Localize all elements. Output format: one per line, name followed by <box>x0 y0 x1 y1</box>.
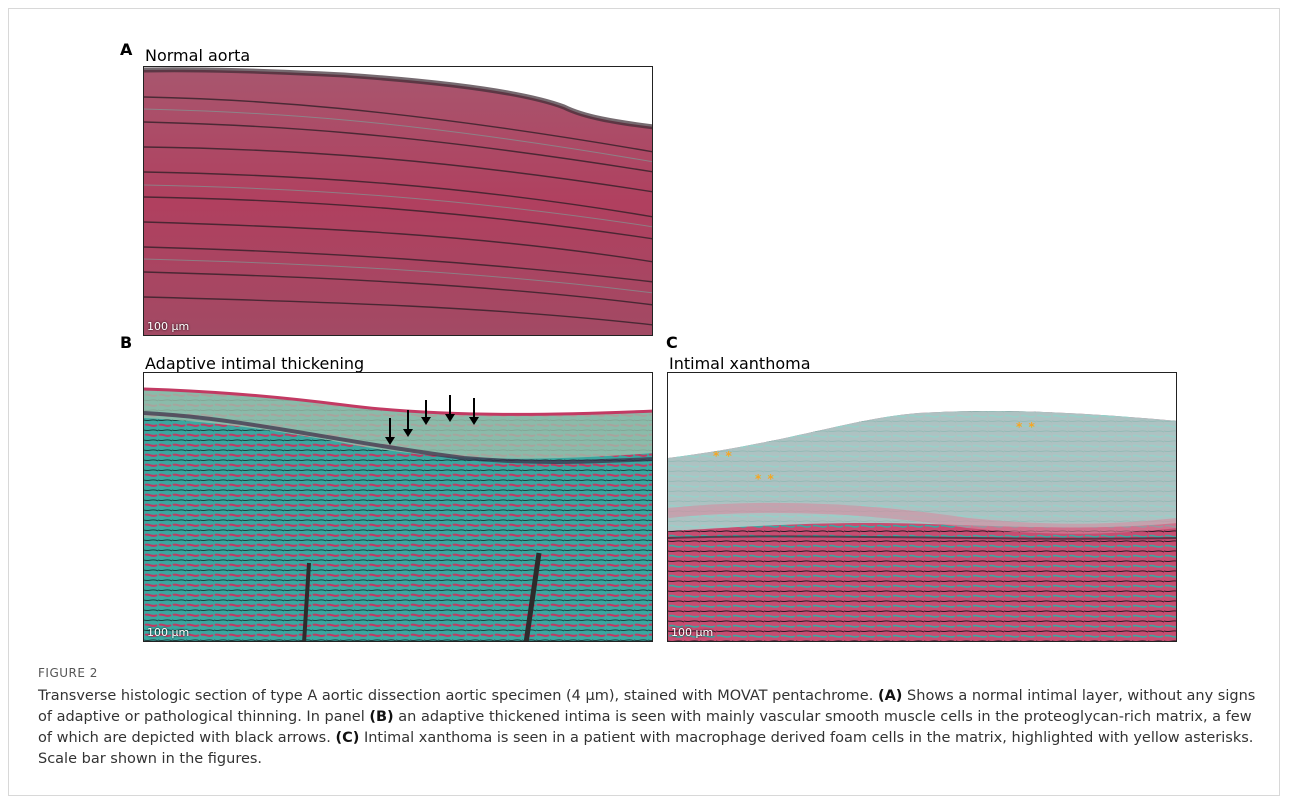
caption-ref-b: (B) <box>369 709 394 725</box>
panel-c-image: 100 µm <box>667 372 1177 642</box>
adaptive-intimal-thickening-micrograph <box>144 373 652 641</box>
caption-part-4: Intimal xanthoma is seen in a patient wi… <box>38 730 1254 767</box>
panel-c-title: Intimal xanthoma <box>669 354 811 373</box>
smooth-muscle-arrow-5 <box>469 398 479 425</box>
smooth-muscle-arrow-1 <box>385 418 395 445</box>
panel-c-letter: C <box>666 333 678 352</box>
foam-cell-asterisk-2: * * <box>755 472 775 486</box>
foam-cell-asterisk-1: * * <box>713 449 733 463</box>
panel-b-letter: B <box>120 333 133 352</box>
panel-a-letter: A <box>120 40 133 59</box>
panel-a-scale-bar: 100 µm <box>147 320 190 333</box>
intimal-xanthoma-micrograph <box>668 373 1176 641</box>
caption-part-1: Transverse histologic section of type A … <box>38 688 878 704</box>
figure-frame <box>8 8 1280 796</box>
caption-ref-a: (A) <box>877 688 903 704</box>
smooth-muscle-arrow-4 <box>445 395 455 422</box>
smooth-muscle-arrow-3 <box>421 400 431 425</box>
panel-c-scale-bar: 100 µm <box>671 626 714 639</box>
caption-part-3: an adaptive thickened intima is seen wit… <box>38 709 1252 746</box>
panel-b-image: 100 µm <box>143 372 653 642</box>
figure-caption: Transverse histologic section of type A … <box>38 686 1263 770</box>
panel-a-title: Normal aorta <box>145 46 251 65</box>
foam-cell-asterisk-3: * * <box>1016 420 1036 434</box>
caption-ref-c: (C) <box>335 730 360 746</box>
figure-label: FIGURE 2 <box>38 666 98 680</box>
panel-b-title: Adaptive intimal thickening <box>145 354 365 373</box>
panel-a-image: 100 µm <box>143 66 653 336</box>
panel-b-scale-bar: 100 µm <box>147 626 190 639</box>
normal-aorta-micrograph <box>144 67 652 335</box>
smooth-muscle-arrow-2 <box>403 410 413 437</box>
caption-part-2: Shows a normal intimal layer, without an… <box>38 688 1256 725</box>
